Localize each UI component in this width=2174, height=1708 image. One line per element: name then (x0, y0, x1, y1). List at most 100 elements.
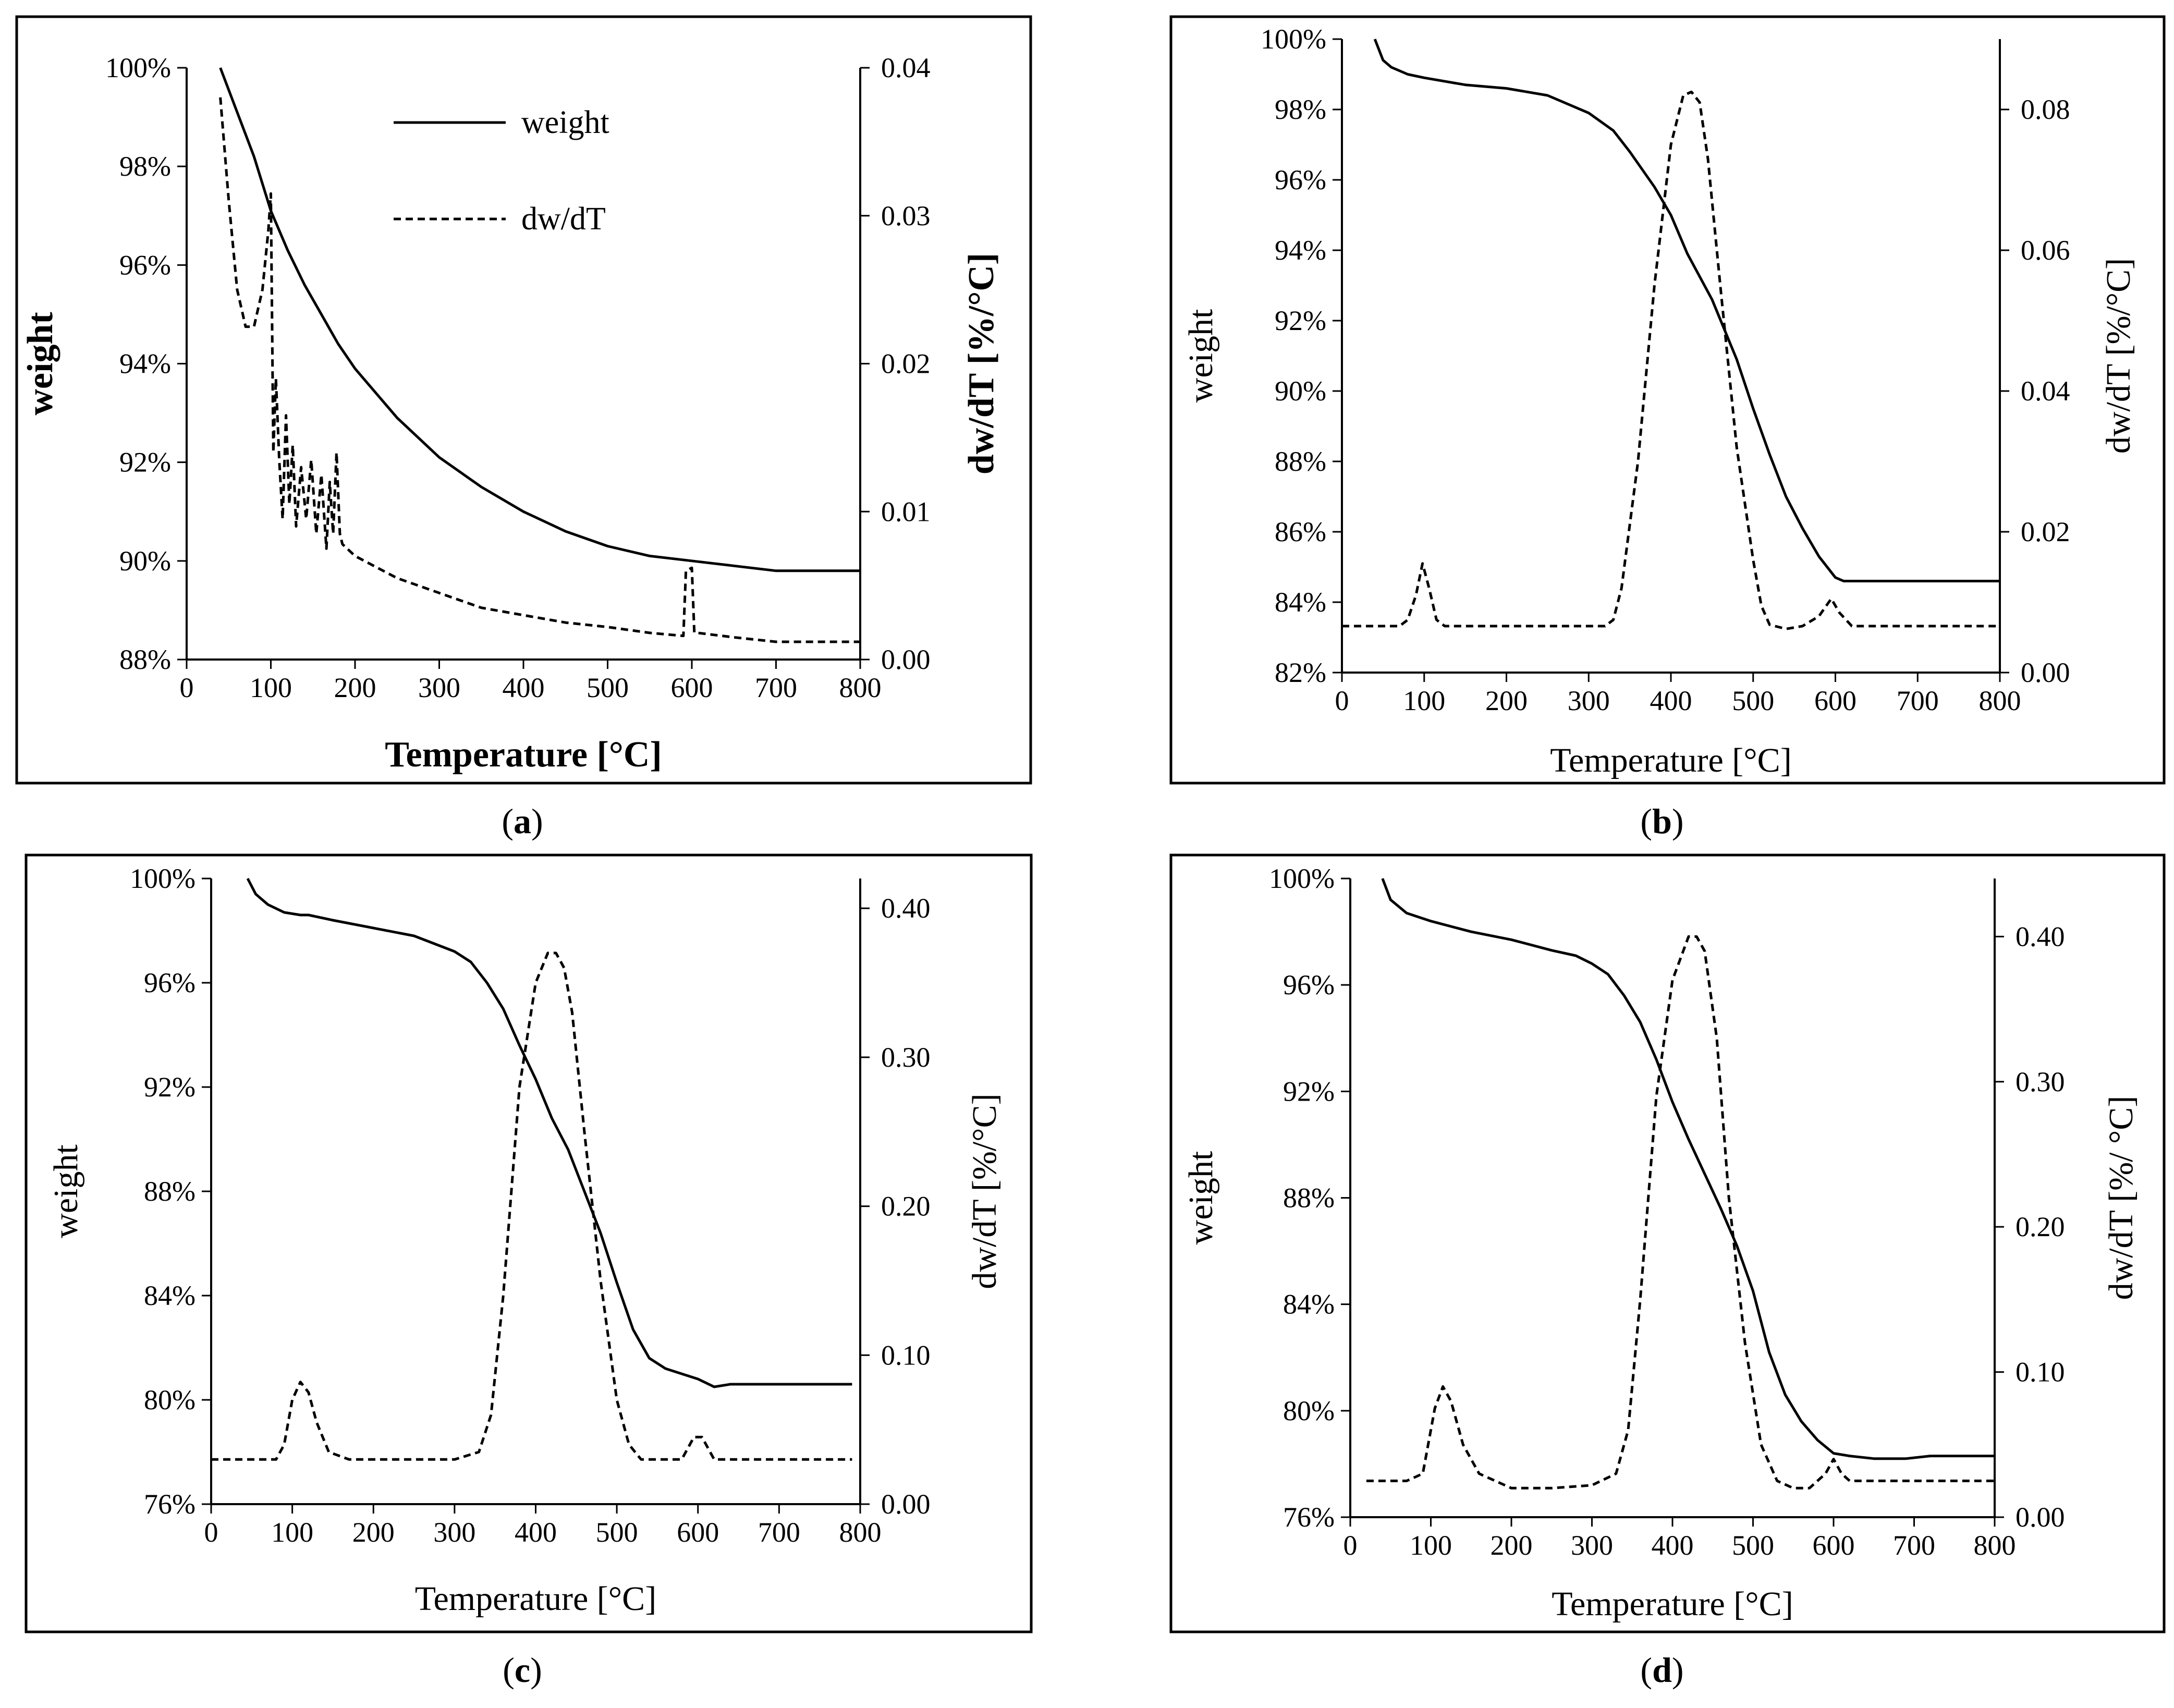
panel-a-x-tick-label: 400 (503, 672, 545, 703)
panel-c-x-tick-label: 600 (677, 1517, 719, 1548)
panel-a-y-axis-label: weight (20, 312, 60, 415)
panel-d-series-weight (1381, 878, 1995, 1460)
panel-c-y-tick-label: 92% (144, 1071, 196, 1103)
panel-a-legend-label: weight (521, 105, 609, 140)
panel-a-y2-tick-label: 0.03 (881, 200, 931, 231)
panel-label-c: (c) (503, 1650, 542, 1690)
panel-b-y-tick-label: 94% (1275, 235, 1326, 266)
panel-a-x-tick-label: 800 (839, 672, 882, 703)
panel-a-y2-axis-label: dw/dT [%/°C] (961, 253, 1001, 474)
panel-d-x-tick-label: 100 (1410, 1530, 1452, 1561)
panel-c-y2-axis-label: dw/dT [%/°C] (966, 1093, 1004, 1289)
panel-a-series-weight (219, 67, 860, 572)
panel-a-y-tick-label: 98% (119, 151, 171, 182)
panel-d-frame (1169, 853, 2166, 1633)
panel-b-x-tick-label: 800 (1979, 685, 2021, 716)
panel-b-frame (1169, 15, 2166, 785)
panel-a-y-tick-label: 90% (119, 545, 171, 577)
panel-c-x-tick-label: 0 (204, 1517, 218, 1548)
panel-a-y2-tick-label: 0.04 (881, 52, 931, 83)
panel-d-x-axis-label: Temperature [°C] (1552, 1585, 1793, 1623)
panel-label-d: (d) (1640, 1650, 1683, 1690)
panel-b-y2-tick-label: 0.04 (2021, 375, 2070, 407)
panel-b-y-tick-label: 84% (1275, 587, 1326, 618)
panel-a-y2-tick-label: 0.01 (881, 496, 931, 527)
panel-d-y-tick-label: 100% (1269, 863, 1335, 894)
panel-d-y-tick-label: 80% (1283, 1395, 1335, 1426)
panel-b-y-axis-label: weight (1182, 309, 1220, 403)
panel-c-x-tick-label: 700 (758, 1517, 800, 1548)
panel-d-y-tick-label: 84% (1283, 1289, 1335, 1320)
panel-d-x-tick-label: 0 (1344, 1530, 1358, 1561)
panel-d-y2-axis-label: dw/dT [%/ °C] (2102, 1096, 2140, 1300)
panel-a-series-dw-dt (219, 97, 860, 643)
panel-b-y2-axis-label: dw/dT [%/°C] (2099, 258, 2138, 454)
panel-d-y-tick-label: 88% (1283, 1182, 1335, 1214)
panel-b-x-tick-label: 0 (1335, 685, 1349, 716)
panel-d-y2-tick-label: 0.00 (2016, 1502, 2065, 1533)
panel-c-y-tick-label: 100% (130, 863, 196, 894)
panel-c-series-dw-dt (211, 951, 852, 1461)
panel-b-series-dw-dt (1342, 90, 2000, 630)
panel-c-y-axis-label: weight (47, 1144, 85, 1238)
panel-b-y2-tick-label: 0.02 (2021, 516, 2070, 547)
panel-d-y2-tick-label: 0.20 (2016, 1211, 2065, 1242)
panel-a-y-tick-label: 100% (105, 52, 171, 83)
panel-b-y-tick-label: 96% (1275, 164, 1326, 196)
panel-c-x-tick-label: 200 (352, 1517, 395, 1548)
panel-b-y-tick-label: 100% (1261, 23, 1326, 55)
panel-b-y-tick-label: 82% (1275, 657, 1326, 688)
panel-d-y2-tick-label: 0.40 (2016, 921, 2065, 952)
panel-b-x-tick-label: 100 (1403, 685, 1445, 716)
panel-c-x-tick-label: 400 (515, 1517, 557, 1548)
panel-c-frame (25, 853, 1033, 1633)
panel-b-y-tick-label: 90% (1275, 375, 1326, 407)
panel-c-y-tick-label: 88% (144, 1176, 196, 1207)
panel-a-x-axis-label: Temperature [°C] (385, 735, 662, 775)
panel-c-x-tick-label: 800 (839, 1517, 882, 1548)
panel-a-y-tick-label: 96% (119, 249, 171, 280)
panel-b-x-tick-label: 300 (1568, 685, 1610, 716)
panel-c-x-axis-label: Temperature [°C] (415, 1580, 656, 1618)
panel-c-x-tick-label: 100 (271, 1517, 313, 1548)
panel-d-x-tick-label: 300 (1571, 1530, 1613, 1561)
panel-c-y2-tick-label: 0.30 (881, 1042, 931, 1073)
panel-a-y-tick-label: 92% (119, 447, 171, 478)
panel-a-y2-tick-label: 0.02 (881, 348, 931, 380)
panel-a-x-tick-label: 700 (755, 672, 797, 703)
panel-c-y2-tick-label: 0.00 (881, 1489, 931, 1520)
panel-d-y-tick-label: 92% (1283, 1076, 1335, 1107)
panel-d-x-tick-label: 700 (1893, 1530, 1935, 1561)
panel-a-x-tick-label: 300 (418, 672, 460, 703)
panel-c-series-weight (246, 877, 852, 1388)
panel-a-y-tick-label: 94% (119, 348, 171, 380)
panel-d-y2-tick-label: 0.10 (2016, 1357, 2065, 1388)
panel-b-series-weight (1373, 39, 2000, 582)
panel-b-y2-tick-label: 0.06 (2021, 235, 2070, 266)
panel-c-y2-tick-label: 0.40 (881, 893, 931, 924)
panel-a-frame (15, 15, 1032, 785)
panel-b-x-tick-label: 400 (1650, 685, 1692, 716)
panel-c-y-tick-label: 80% (144, 1384, 196, 1416)
chart-panel-a: 0 100 200 300 400 500 600 700 800 88% 90% 92% 94% 96%… (20, 52, 1001, 775)
panel-d-x-tick-label: 200 (1491, 1530, 1533, 1561)
chart-panel-c: 0 100 200 300 400 500 600 700 800 76% 80% 84% 88% 92%… (47, 863, 1004, 1618)
panel-d-y2-tick-label: 0.30 (2016, 1066, 2065, 1097)
panel-c-x-tick-label: 500 (596, 1517, 638, 1548)
panel-c-y-tick-label: 84% (144, 1280, 196, 1311)
panel-c-y2-tick-label: 0.20 (881, 1191, 931, 1222)
panel-c-y-tick-label: 76% (144, 1489, 196, 1520)
chart-panel-d: 0 100 200 300 400 500 600 700 800 76% 80% 84% 88% 92%… (1182, 863, 2140, 1623)
panel-d-x-tick-label: 400 (1652, 1530, 1694, 1561)
panel-d-x-tick-label: 800 (1974, 1530, 2016, 1561)
panel-b-x-tick-label: 600 (1814, 685, 1857, 716)
panel-d-y-tick-label: 96% (1283, 969, 1335, 1001)
panel-a-x-tick-label: 0 (180, 672, 194, 703)
panel-b-y2-tick-label: 0.00 (2021, 657, 2070, 688)
panel-b-y-tick-label: 88% (1275, 446, 1326, 477)
panel-label-a: (a) (502, 801, 543, 841)
panel-b-x-tick-label: 500 (1732, 685, 1774, 716)
panel-b-y-tick-label: 86% (1275, 516, 1326, 547)
panel-label-b: (b) (1640, 801, 1683, 841)
